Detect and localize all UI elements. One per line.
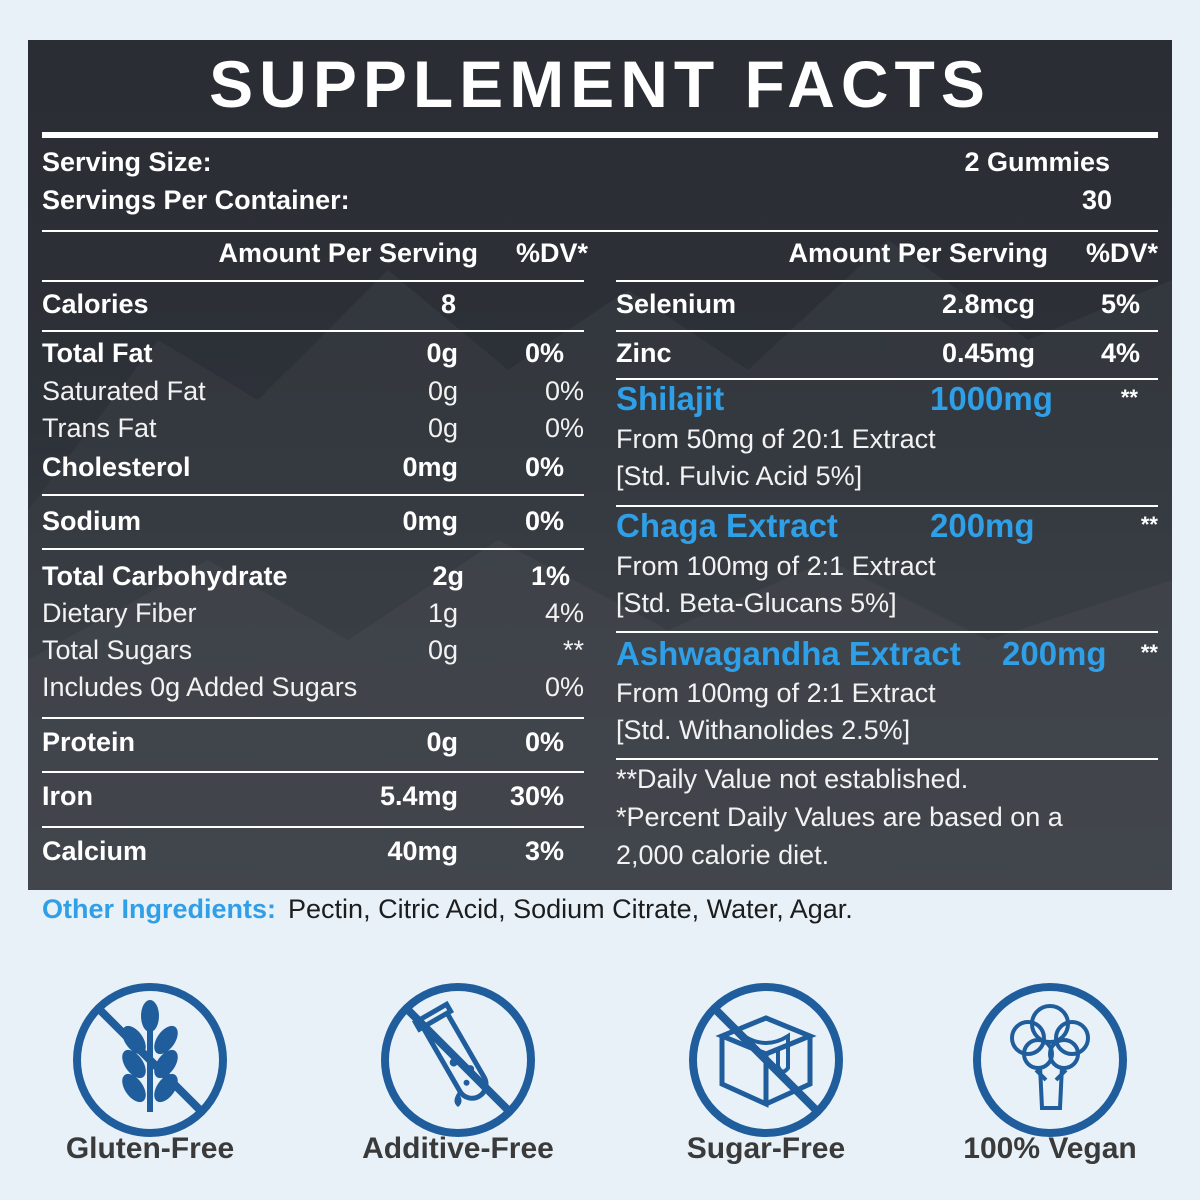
herb-amount: 1000mg [930, 380, 1053, 417]
nutrient-amount: 0g [427, 413, 458, 443]
herb-dv: ** [1140, 640, 1158, 665]
nutrient-name: Total Carbohydrate [42, 561, 288, 591]
nutrient-dv: 0% [524, 338, 564, 368]
herb-source: From 100mg of 2:1 Extract [616, 551, 936, 581]
nutrient-name: Saturated Fat [42, 376, 206, 406]
nutrient-dv: 4% [544, 598, 584, 628]
herb-dv: ** [1120, 385, 1138, 410]
nutrient-amount: 8 [440, 289, 456, 319]
nutrient-name: Cholesterol [42, 452, 191, 482]
nutrient-amount: 1g [427, 598, 458, 628]
herb-name: Ashwagandha Extract [616, 635, 961, 672]
nutrient-dv: 3% [524, 836, 564, 866]
row-divider [616, 330, 1158, 332]
sugar-cube-icon [689, 983, 843, 1137]
herb-dv: ** [1140, 512, 1158, 537]
broccoli-icon [973, 983, 1127, 1137]
left-header-dv: %DV* [515, 238, 588, 268]
nutrient-amount: 0g [426, 727, 458, 757]
nutrient-name: Protein [42, 727, 136, 757]
nutrient-amount: 0g [427, 376, 458, 406]
test-tube-icon [381, 983, 535, 1137]
nutrient-name: Includes 0g Added Sugars [42, 672, 358, 702]
footnote-percent-dv: *Percent Daily Values are based on a [616, 802, 1063, 832]
panel-title: SUPPLEMENT FACTS [209, 47, 991, 121]
herb-amount: 200mg [1002, 635, 1107, 672]
nutrient-name: Iron [42, 781, 93, 811]
nutrient-name: Calories [42, 289, 149, 319]
serving-size-value: 2 Gummies [964, 147, 1110, 177]
badge-vegan: 100% Vegan [963, 1132, 1137, 1165]
badge-gluten-free: Gluten-Free [65, 1132, 235, 1165]
left-header-rule [42, 280, 584, 282]
supplement-facts-panel: SUPPLEMENT FACTS Serving Size: 2 Gummies… [28, 40, 1172, 890]
nutrient-name: Trans Fat [42, 413, 157, 443]
other-ingredients-text: Pectin, Citric Acid, Sodium Citrate, Wat… [288, 894, 853, 924]
row-divider [42, 826, 584, 828]
herb-amount: 200mg [930, 507, 1035, 544]
nutrient-dv: 4% [1100, 338, 1140, 368]
nutrient-dv: 1% [530, 561, 570, 591]
right-header-amount: Amount Per Serving [788, 238, 1048, 268]
other-ingredients: Other Ingredients: Pectin, Citric Acid, S… [42, 894, 853, 925]
nutrient-dv: ** [562, 635, 584, 665]
herb-standardization: [Std. Fulvic Acid 5%] [616, 461, 863, 491]
nutrient-amount: 40mg [387, 836, 458, 866]
nutrient-dv: 0% [544, 413, 584, 443]
row-divider [42, 771, 584, 773]
row-divider [42, 717, 584, 719]
nutrient-amount: 2.8mcg [941, 289, 1035, 319]
footnote-calorie-diet: 2,000 calorie diet. [616, 840, 830, 870]
nutrient-dv: 0% [524, 452, 564, 482]
badge-sugar-free: Sugar-Free [686, 1132, 846, 1165]
serving-rule [42, 230, 1158, 232]
nutrient-amount: 5.4mg [379, 781, 458, 811]
right-header-rule [616, 280, 1158, 282]
serving-size-label: Serving Size: [42, 147, 212, 177]
right-header-dv: %DV* [1085, 238, 1158, 268]
nutrient-amount: 0mg [402, 452, 458, 482]
herb-standardization: [Std. Withanolides 2.5%] [616, 715, 911, 745]
nutrient-name: Zinc [616, 338, 672, 368]
nutrient-name: Total Sugars [42, 635, 193, 665]
wheat-icon [73, 983, 227, 1137]
nutrient-amount: 0mg [402, 506, 458, 536]
nutrient-dv: 0% [544, 672, 584, 702]
nutrient-amount: 0.45mg [941, 338, 1035, 368]
servings-per-container-value: 30 [1081, 185, 1112, 215]
row-divider [616, 505, 1158, 507]
badge-additive-free: Additive-Free [362, 1132, 554, 1165]
nutrient-name: Total Fat [42, 338, 153, 368]
other-ingredients-label: Other Ingredients: [42, 894, 277, 924]
nutrient-amount: 0g [426, 338, 458, 368]
nutrient-dv: 5% [1100, 289, 1140, 319]
footnote-not-established: **Daily Value not established. [616, 764, 969, 794]
nutrient-name: Sodium [42, 506, 141, 536]
nutrient-amount: 0g [427, 635, 458, 665]
herb-standardization: [Std. Beta-Glucans 5%] [616, 588, 897, 618]
herb-name: Shilajit [616, 380, 725, 417]
nutrient-dv: 0% [524, 727, 564, 757]
row-divider [42, 548, 584, 550]
nutrient-dv: 0% [544, 376, 584, 406]
row-divider [42, 330, 584, 332]
nutrient-amount: 2g [432, 561, 464, 591]
title-rule [42, 132, 1158, 138]
row-divider [42, 494, 584, 496]
row-divider [616, 631, 1158, 633]
row-divider [616, 378, 1158, 380]
nutrient-dv: 30% [509, 781, 564, 811]
herb-source: From 100mg of 2:1 Extract [616, 678, 936, 708]
nutrient-name: Calcium [42, 836, 148, 866]
nutrient-name: Dietary Fiber [42, 598, 197, 628]
nutrient-name: Selenium [616, 289, 737, 319]
left-header-amount: Amount Per Serving [218, 238, 478, 268]
servings-per-container-label: Servings Per Container: [42, 185, 350, 215]
nutrient-dv: 0% [524, 506, 564, 536]
mountain-background [28, 240, 1172, 890]
herb-name: Chaga Extract [616, 507, 838, 544]
herb-source: From 50mg of 20:1 Extract [616, 424, 936, 454]
row-divider [616, 758, 1158, 760]
